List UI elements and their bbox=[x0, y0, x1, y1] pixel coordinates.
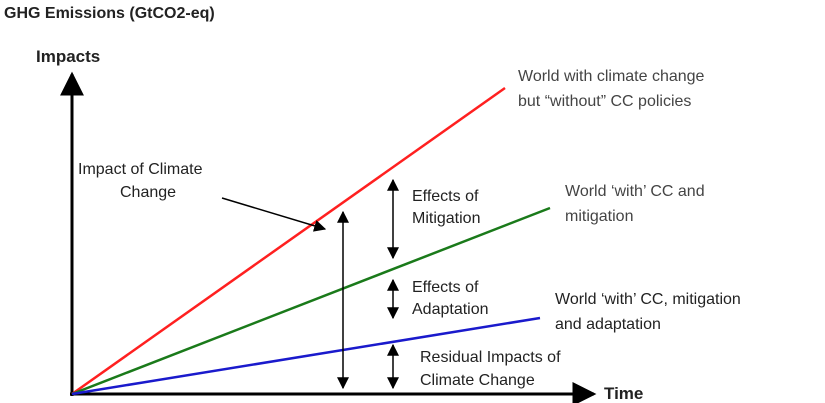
annotation: Mitigation bbox=[412, 210, 480, 227]
line-label: World ‘with’ CC, mitigation bbox=[555, 291, 741, 308]
annotation: Change bbox=[120, 184, 176, 201]
annotation: Effects of bbox=[412, 188, 479, 205]
annotation: Effects of bbox=[412, 279, 479, 296]
line-label: and adaptation bbox=[555, 316, 661, 333]
line-mitigation bbox=[71, 206, 551, 396]
line-label: World with climate change bbox=[518, 68, 705, 85]
title: GHG Emissions (GtCO2-eq) bbox=[4, 5, 215, 22]
line-label: World ‘with’ CC and bbox=[565, 183, 705, 200]
annotation: Residual Impacts of bbox=[420, 349, 561, 366]
line-adaptation bbox=[71, 316, 541, 396]
line-no-policy bbox=[71, 86, 506, 396]
y-axis-label: Impacts bbox=[36, 47, 100, 66]
line-label: but “without” CC policies bbox=[518, 93, 691, 110]
x-axis-label: Time bbox=[604, 384, 643, 403]
pointer-arrow bbox=[221, 197, 327, 232]
annotation: Climate Change bbox=[420, 372, 535, 389]
line-label: mitigation bbox=[565, 208, 633, 225]
annotation: Adaptation bbox=[412, 301, 489, 318]
annotation: Impact of Climate bbox=[78, 161, 203, 178]
